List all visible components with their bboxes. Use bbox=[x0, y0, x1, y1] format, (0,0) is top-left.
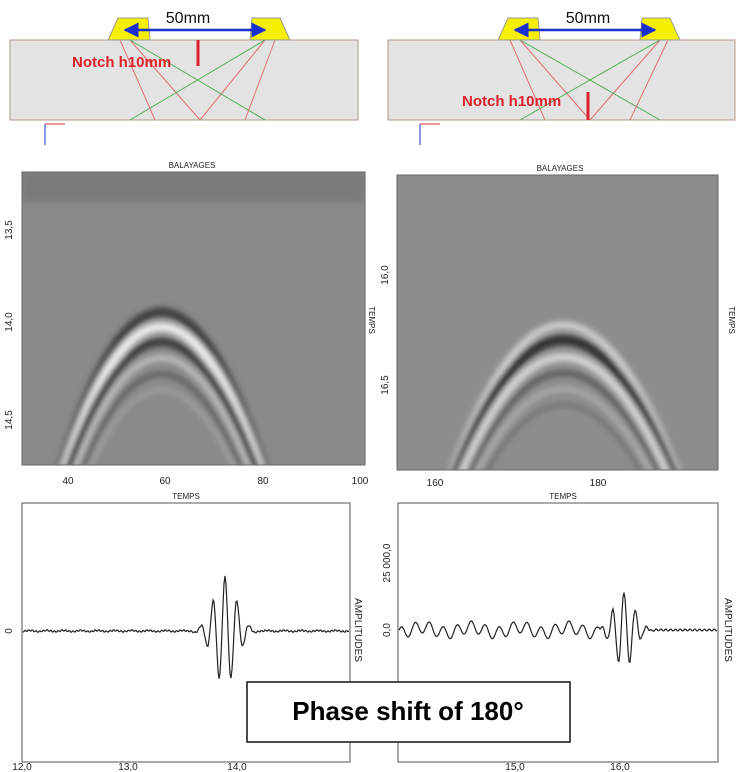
x-tick-label: 100 bbox=[352, 476, 369, 487]
x-tick-label: 12,0 bbox=[12, 762, 32, 772]
x-tick-label: 180 bbox=[590, 478, 607, 489]
specimen bbox=[387, 39, 736, 121]
y-tick-label: 14,5 bbox=[4, 410, 15, 430]
bscan-title: BALAYAGES bbox=[537, 164, 584, 173]
notch-label: Notch h10mm bbox=[72, 54, 171, 71]
x-tick-label: 160 bbox=[427, 478, 444, 489]
plot-frame bbox=[396, 174, 719, 471]
x-tick-label: 14,0 bbox=[227, 762, 247, 772]
waveform bbox=[22, 575, 350, 679]
specimen bbox=[9, 39, 359, 121]
ascan-title: TEMPS bbox=[549, 492, 577, 501]
y-tick-label: 25 000,0 bbox=[382, 543, 393, 582]
y-tick-label: 16,5 bbox=[380, 375, 391, 395]
setup-diagram-left: 50mm Notch h10mm bbox=[9, 10, 359, 145]
x-tick-label: 60 bbox=[159, 476, 171, 487]
ascan-title: TEMPS bbox=[172, 492, 200, 501]
beam-paths bbox=[119, 39, 276, 121]
beam-paths bbox=[509, 39, 669, 121]
bscan-title: BALAYAGES bbox=[169, 161, 216, 170]
axis-title: AMPLITUDES bbox=[352, 598, 363, 662]
distance-label: 50mm bbox=[566, 10, 610, 27]
x-tick-label: 80 bbox=[257, 476, 269, 487]
caption: Phase shift of 180° bbox=[292, 696, 523, 726]
notch-label: Notch h10mm bbox=[462, 93, 561, 110]
y-tick-label: 13,5 bbox=[4, 220, 15, 240]
distance-label: 50mm bbox=[166, 10, 210, 27]
axis-icon bbox=[44, 123, 65, 145]
waveform bbox=[398, 592, 717, 664]
caption-box: Phase shift of 180° bbox=[246, 681, 571, 743]
x-tick-label: 13,0 bbox=[118, 762, 138, 772]
plot-frame bbox=[21, 171, 366, 466]
bscan-right: BALAYAGES 16,0 16,5 160 180 TEMPS bbox=[380, 164, 736, 489]
bscan-image bbox=[22, 172, 365, 465]
y-tick-label: 14,0 bbox=[4, 312, 15, 332]
x-tick-label: 40 bbox=[62, 476, 74, 487]
x-tick-label: 16,0 bbox=[610, 762, 630, 772]
bscan-left: BALAYAGES 13,5 14,0 14,5 40 60 80 100 TE… bbox=[4, 161, 376, 487]
axis-title: AMPLITUDES bbox=[722, 598, 733, 662]
bscan-image bbox=[397, 175, 718, 470]
y-tick-label: 16,0 bbox=[380, 265, 391, 285]
y-tick-label: 0,0 bbox=[382, 623, 393, 637]
axis-title: TEMPS bbox=[727, 306, 736, 334]
axis-icon bbox=[419, 123, 440, 145]
x-tick-label: 15,0 bbox=[505, 762, 525, 772]
axis-title: TEMPS bbox=[367, 306, 376, 334]
setup-diagram-right: 50mm Notch h10mm bbox=[387, 10, 736, 145]
y-tick-label: 0 bbox=[4, 628, 15, 634]
